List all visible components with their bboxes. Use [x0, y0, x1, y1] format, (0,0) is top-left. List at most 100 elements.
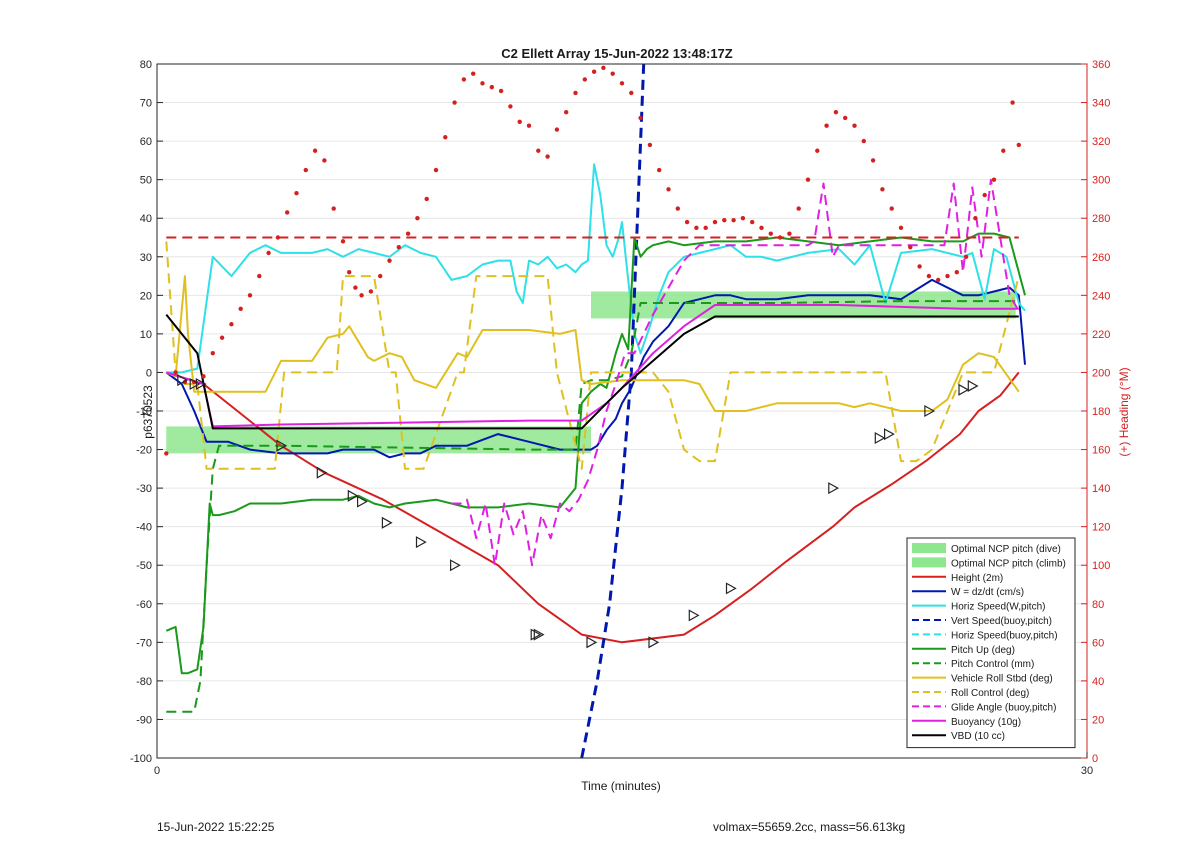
- x-tick-label: 0: [154, 765, 160, 777]
- series-w-dz-dt-cm-s: [165, 278, 1026, 459]
- heading-dot: [591, 69, 597, 74]
- series-vert-speed-buoy-pitch: [580, 63, 646, 759]
- triangle-marker: [530, 628, 542, 641]
- heading-dot: [629, 90, 634, 96]
- heading-dot: [564, 109, 569, 115]
- legend-label: Horiz Speed(buoy,pitch): [951, 630, 1058, 641]
- heading-dot: [173, 370, 178, 375]
- heading-dot: [554, 127, 560, 132]
- heading-dot: [275, 235, 281, 240]
- heading-dot: [973, 216, 978, 221]
- heading-dot: [963, 254, 969, 259]
- heading-dot: [722, 217, 727, 223]
- heading-dot: [331, 206, 336, 211]
- heading-dot: [573, 90, 578, 96]
- heading-dot: [471, 71, 476, 76]
- y-tick-label: 0: [146, 367, 152, 379]
- heading-dot: [164, 451, 169, 456]
- legend-label: Roll Control (deg): [951, 688, 1029, 699]
- heading-dot: [936, 277, 941, 283]
- y-tick-label: -90: [136, 714, 152, 726]
- legend-swatch: [912, 557, 946, 568]
- heading-dot: [303, 167, 308, 173]
- heading-dot: [1016, 142, 1021, 148]
- heading-dot: [545, 154, 550, 159]
- y-tick-label: -50: [136, 560, 152, 572]
- triangle-marker: [533, 628, 545, 641]
- heading-dot: [945, 273, 950, 279]
- heading-dot: [294, 190, 299, 196]
- y2-tick-label: 80: [1092, 599, 1104, 611]
- legend-label: W = dz/dt (cm/s): [951, 587, 1024, 598]
- y2-tick-label: 140: [1092, 483, 1110, 495]
- heading-dot: [1010, 100, 1015, 105]
- x-axis-ticks: 0 30: [154, 752, 1093, 777]
- heading-dot: [908, 244, 913, 250]
- heading-dot: [731, 217, 736, 223]
- y-tick-label: -30: [136, 483, 152, 495]
- heading-dot: [666, 187, 671, 192]
- heading-dot: [498, 88, 504, 94]
- heading-dot: [387, 258, 392, 263]
- heading-dot: [675, 206, 680, 211]
- y2-tick-label: 100: [1092, 560, 1110, 572]
- heading-dot: [229, 322, 234, 327]
- legend-box: [906, 537, 1076, 749]
- triangle-marker: [357, 495, 368, 508]
- y-tick-label: 30: [140, 252, 152, 264]
- y-tick-label: -10: [136, 406, 152, 418]
- heading-dot: [982, 192, 987, 198]
- heading-dot: [247, 293, 253, 298]
- heading-dot: [480, 81, 485, 86]
- chart-title: C2 Ellett Array 15-Jun-2022 13:48:17Z: [501, 46, 733, 61]
- legend: Optimal NCP pitch (dive) Optimal NCP pitc…: [906, 537, 1076, 749]
- series-pitch-up-deg: [165, 232, 1026, 675]
- heading-dot: [517, 119, 522, 125]
- heading-dot: [489, 84, 494, 90]
- y-tick-label: 60: [140, 136, 152, 148]
- y-tick-label: -80: [136, 676, 152, 688]
- footer-mass-info: volmax=55659.2cc, mass=56.613kg: [713, 820, 906, 834]
- heading-dot: [359, 293, 364, 298]
- y2-tick-label: 0: [1092, 753, 1098, 765]
- series-vbd-10-cc: [165, 313, 1019, 430]
- heading-dot: [694, 225, 699, 231]
- triangle-marker: [450, 559, 461, 572]
- y-tick-label: 10: [140, 329, 152, 341]
- y-tick-label: -70: [136, 637, 152, 649]
- heading-dot: [266, 250, 271, 256]
- heading-dot: [759, 225, 764, 231]
- heading-dot: [461, 77, 467, 82]
- triangle-marker: [883, 428, 895, 441]
- heading-dot: [926, 273, 932, 279]
- triangle-marker: [688, 609, 700, 622]
- triangle-marker: [648, 636, 660, 649]
- heading-dot: [1001, 148, 1006, 153]
- heading-dot: [889, 206, 894, 211]
- y-axis-label: p6370523: [141, 385, 155, 439]
- heading-dot: [433, 167, 439, 173]
- legend-label: Pitch Control (mm): [951, 659, 1034, 670]
- series-horiz-speed-w-pitch: [166, 163, 1026, 374]
- heading-dot: [991, 177, 997, 182]
- ncp-band: [166, 426, 592, 454]
- y-tick-label: 20: [140, 290, 152, 302]
- y-tick-label: 40: [140, 213, 152, 225]
- series-roll-control-deg: [165, 241, 1020, 470]
- heading-dot: [684, 219, 690, 225]
- heading-dot: [347, 270, 352, 275]
- heading-dot: [954, 270, 959, 275]
- heading-dot: [647, 142, 653, 148]
- legend-label: VBD (10 cc): [951, 731, 1005, 742]
- heading-dot: [768, 231, 773, 236]
- heading-dot: [777, 235, 783, 240]
- x-tick-label: 30: [1081, 765, 1093, 777]
- heading-dot: [657, 167, 662, 173]
- x-axis-label: Time (minutes): [581, 779, 661, 793]
- y2-tick-label: 260: [1092, 252, 1110, 264]
- heading-dot: [396, 244, 401, 250]
- heading-dot: [740, 216, 746, 221]
- legend-swatch: [912, 543, 946, 553]
- triangle-marker: [967, 379, 979, 392]
